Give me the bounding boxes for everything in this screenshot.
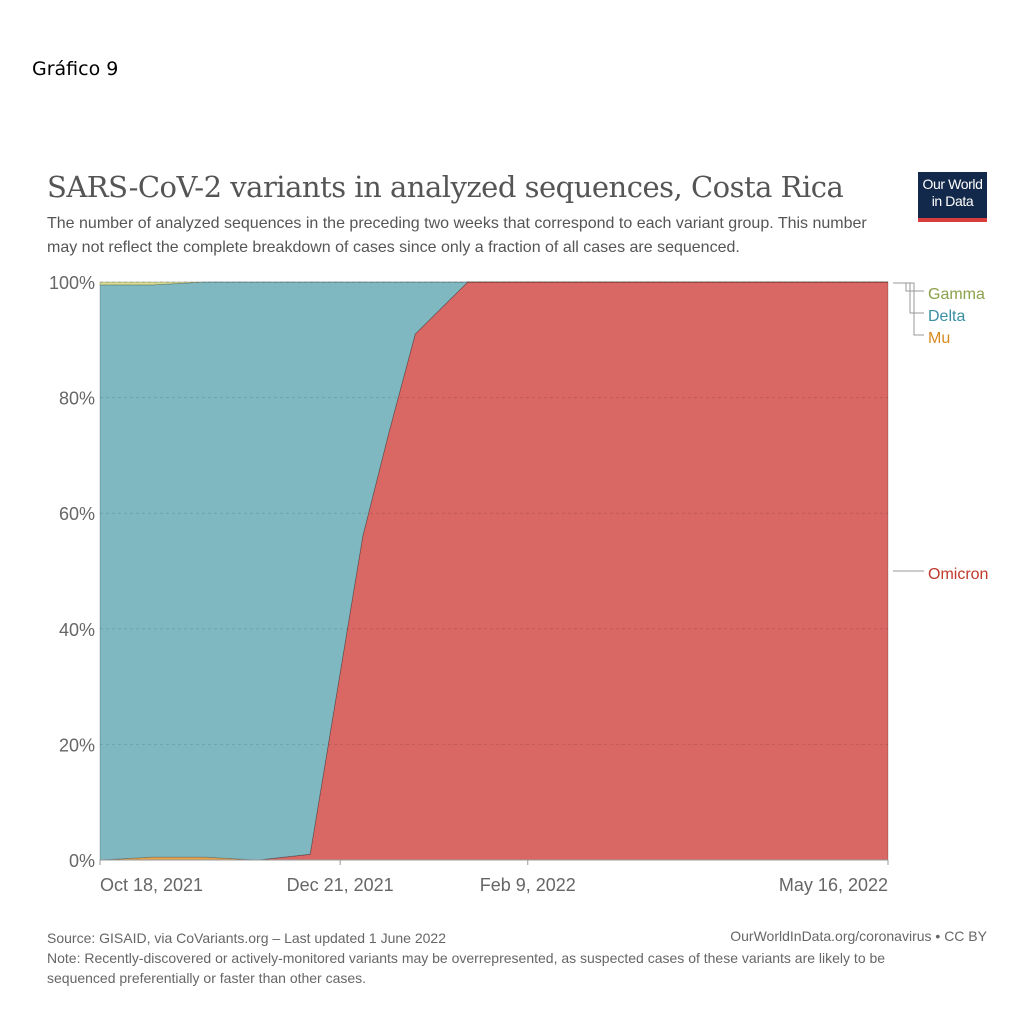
chart-title: SARS-CoV-2 variants in analyzed sequence… xyxy=(47,170,844,204)
site-link[interactable]: OurWorldInData.org/coronavirus • CC BY xyxy=(730,928,987,944)
legend-leader-mu xyxy=(893,282,924,336)
x-tick-label: Dec 21, 2021 xyxy=(287,875,394,895)
y-tick-label: 60% xyxy=(59,504,95,524)
x-tick-label: Feb 9, 2022 xyxy=(480,875,576,895)
area-delta xyxy=(99,281,888,861)
y-tick-label: 100% xyxy=(49,273,95,293)
legend-label-omicron: Omicron xyxy=(928,566,988,583)
y-tick-label: 80% xyxy=(59,389,95,409)
note-text: Note: Recently-discovered or actively-mo… xyxy=(47,950,886,986)
y-tick-label: 0% xyxy=(69,851,95,871)
owid-logo[interactable]: Our World in Data xyxy=(918,172,987,222)
logo-line-1: Our World xyxy=(922,176,983,192)
x-tick-label: May 16, 2022 xyxy=(779,875,888,895)
legend-leader-gamma xyxy=(893,282,924,292)
x-tick-label: Oct 18, 2021 xyxy=(100,875,203,895)
legend-leader-delta xyxy=(893,282,924,314)
logo-line-2: in Data xyxy=(931,193,974,209)
legend-label-mu: Mu xyxy=(928,330,950,347)
figure-caption: Gráfico 9 xyxy=(32,58,119,80)
legend-label-delta: Delta xyxy=(928,308,965,325)
legend-label-gamma: Gamma xyxy=(928,286,985,303)
y-tick-label: 40% xyxy=(59,620,95,640)
chart-subtitle: The number of analyzed sequences in the … xyxy=(47,215,867,256)
y-tick-label: 20% xyxy=(59,735,95,755)
area-gamma xyxy=(99,281,888,286)
source-text: Source: GISAID, via CoVariants.org – Las… xyxy=(47,930,446,946)
